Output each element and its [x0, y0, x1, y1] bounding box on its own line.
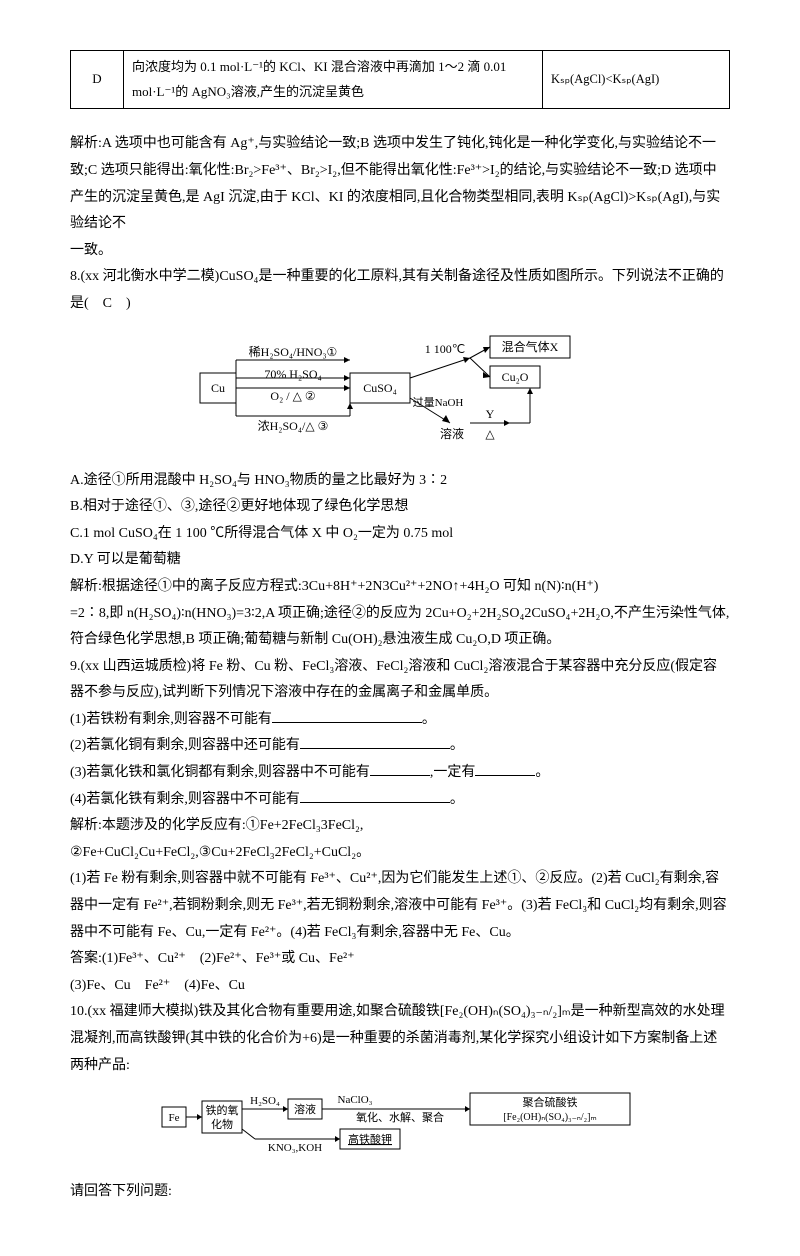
q9-l3: (3)若氯化铁和氯化铜都有剩余,则容器中不可能有,一定有。 [70, 760, 730, 787]
q9-ans2: (3)Fe、Cu Fe²⁺ (4)Fe、Cu [70, 973, 730, 1000]
q8-stem: 8.(xx 河北衡水中学二模)CuSO₄是一种重要的化工原料,其有关制备途径及性… [70, 264, 730, 317]
d10-sol: 溶液 [294, 1102, 316, 1116]
d8-cuso4: CuSO₄ [363, 381, 397, 395]
blank [475, 761, 535, 776]
q9-l3a-txt: (3)若氯化铁和氯化铜都有剩余,则容器中不可能有 [70, 765, 370, 780]
d8-tri: △ [485, 427, 495, 441]
d10-naclo3: NaClO₃ [338, 1094, 373, 1106]
q9-l4-txt: (4)若氯化铁有剩余,则容器中不可能有 [70, 792, 300, 807]
q9-ana: 解析:本题涉及的化学反应有:①Fe+2FeCl₃3FeCl₂, [70, 813, 730, 840]
q10-after: 请回答下列问题: [70, 1179, 730, 1206]
d8-naoh: 过量NaOH [413, 396, 464, 409]
blank [272, 708, 422, 723]
q8-optD: D.Y 可以是葡萄糖 [70, 547, 730, 574]
d10-poly: 聚合硫酸铁 [523, 1095, 578, 1109]
q9-l2: (2)若氯化铜有剩余,则容器中还可能有。 [70, 733, 730, 760]
d8-route3: 浓H₂SO₄/△ ③ [258, 419, 329, 433]
q10-diagram: Fe 铁的氧 化物 H₂SO₄ 溶液 NaClO₃ 氧化、水解、聚合 聚合硫酸铁… [70, 1089, 730, 1159]
blank [300, 788, 450, 803]
q9-stem: 9.(xx 山西运城质检)将 Fe 粉、Cu 粉、FeCl₃溶液、FeCl₂溶液… [70, 654, 730, 707]
q9-ana3: (1)若 Fe 粉有剩余,则容器中就不可能有 Fe³⁺、Cu²⁺,因为它们能发生… [70, 866, 730, 946]
table-row: D 向浓度均为 0.1 mol·L⁻¹的 KCl、KI 混合溶液中再滴加 1～2… [71, 51, 730, 109]
d10-gaotie: 高铁酸钾 [348, 1132, 392, 1146]
analysis-text: 解析:A 选项中也可能含有 Ag⁺,与实验结论一致;B 选项中发生了钝化,钝化是… [70, 131, 730, 237]
q8-diagram: Cu CuSO₄ 稀H₂SO₄/HNO₃① 70% H₂SO₄ O₂ / △ ②… [70, 328, 730, 458]
d10-step: 氧化、水解、聚合 [356, 1110, 444, 1124]
experiment-table: D 向浓度均为 0.1 mol·L⁻¹的 KCl、KI 混合溶液中再滴加 1～2… [70, 50, 730, 109]
d8-gasx: 混合气体X [502, 339, 559, 354]
q8-optA: A.途径①所用混酸中 H₂SO₄与 HNO₃物质的量之比最好为 3∶2 [70, 468, 730, 495]
q9-ana2: ②Fe+CuCl₂Cu+FeCl₂,③Cu+2FeCl₃2FeCl₂+CuCl₂… [70, 840, 730, 867]
spacer [70, 1169, 730, 1179]
d8-sol: 溶液 [440, 426, 464, 441]
d8-route2b: O₂ / △ ② [270, 389, 315, 403]
q9-l2-txt: (2)若氯化铜有剩余,则容器中还可能有 [70, 738, 300, 753]
analysis-text-b: 一致。 [70, 238, 730, 265]
d8-route1: 稀H₂SO₄/HNO₃① [249, 345, 338, 359]
d10-h2so4: H₂SO₄ [250, 1095, 280, 1107]
d10-ox1: 铁的氧 [206, 1103, 239, 1117]
row-label: D [71, 51, 124, 109]
q9-l1: (1)若铁粉有剩余,则容器不可能有。 [70, 707, 730, 734]
d10-fe: Fe [169, 1112, 180, 1124]
q8-optC: C.1 mol CuSO₄在 1 100 ℃所得混合气体 X 中 O₂一定为 0… [70, 521, 730, 548]
q8-ana2: =2∶8,即 n(H₂SO₄)∶n(HNO₃)=3∶2,A 项正确;途径②的反应… [70, 601, 730, 654]
q8-ana1: 解析:根据途径①中的离子反应方程式:3Cu+8H⁺+2N3Cu²⁺+2NO↑+4… [70, 574, 730, 601]
d10-kno3: KNO₃,KOH [268, 1142, 322, 1154]
q9-l3b-txt: ,一定有 [430, 765, 476, 780]
d8-temp: 1 100℃ [425, 342, 465, 356]
q9-l1-txt: (1)若铁粉有剩余,则容器不可能有 [70, 712, 272, 727]
d10-ox2: 化物 [211, 1117, 233, 1131]
blank [370, 761, 430, 776]
q9-ans1: 答案:(1)Fe³⁺、Cu²⁺ (2)Fe²⁺、Fe³⁺或 Cu、Fe²⁺ [70, 946, 730, 973]
blank [300, 734, 450, 749]
q8-optB: B.相对于途径①、③,途径②更好地体现了绿色化学思想 [70, 494, 730, 521]
q9-l4: (4)若氯化铁有剩余,则容器中不可能有。 [70, 787, 730, 814]
d10-formula: [Fe₂(OH)ₙ(SO₄)₃₋ₙ/₂]ₘ [503, 1112, 596, 1123]
d8-yarrow: Y [486, 407, 495, 421]
spacer [70, 119, 730, 131]
q10-stem: 10.(xx 福建师大模拟)铁及其化合物有重要用途,如聚合硫酸铁[Fe₂(OH)… [70, 999, 730, 1079]
d8-route2a: 70% H₂SO₄ [264, 367, 321, 381]
row-desc: 向浓度均为 0.1 mol·L⁻¹的 KCl、KI 混合溶液中再滴加 1～2 滴… [124, 51, 543, 109]
row-concl: Kₛₚ(AgCl)<Kₛₚ(AgI) [543, 51, 730, 109]
d8-cu: Cu [211, 381, 225, 395]
d8-cu2o: Cu₂O [502, 370, 529, 384]
